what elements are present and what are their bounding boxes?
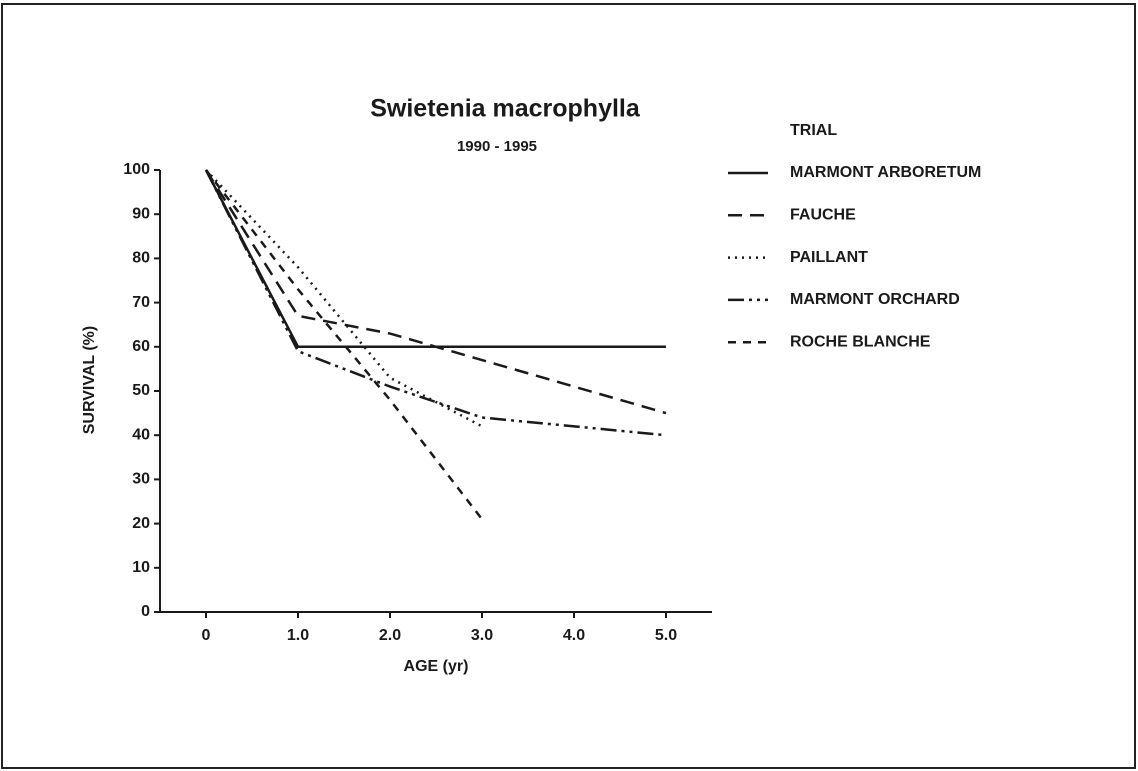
legend-label: FAUCHE (790, 207, 856, 224)
y-axis-label: SURVIVAL (%) (81, 326, 98, 434)
legend-title: TRIAL (790, 122, 837, 139)
y-tick-label: 20 (132, 515, 150, 532)
x-tick-label: 4.0 (563, 627, 585, 644)
chart-title: Swietenia macrophylla (370, 95, 641, 123)
x-axis-label: AGE (yr) (404, 658, 469, 675)
x-tick-label: 2.0 (379, 627, 401, 644)
y-tick-label: 30 (132, 471, 150, 488)
series-line (205, 169, 483, 520)
y-tick-label: 0 (141, 603, 150, 620)
series-line (204, 169, 667, 437)
y-tick-label: 10 (132, 559, 150, 576)
x-tick-label: 1.0 (287, 627, 309, 644)
y-tick-label: 70 (132, 294, 150, 311)
x-tick-label: 5.0 (655, 627, 677, 644)
legend-label: MARMONT ARBORETUM (790, 164, 981, 181)
series-line (205, 169, 483, 428)
chart-subtitle: 1990 - 1995 (457, 138, 537, 155)
legend-label: ROCHE BLANCHE (790, 333, 931, 350)
y-tick-label: 90 (132, 205, 150, 222)
legend-label: PAILLANT (790, 249, 868, 266)
x-tick-label: 0 (202, 627, 211, 644)
series-line (204, 169, 667, 415)
x-tick-label: 3.0 (471, 627, 493, 644)
y-tick-label: 80 (132, 250, 150, 267)
y-tick-label: 40 (132, 426, 150, 443)
y-tick-label: 60 (132, 338, 150, 355)
legend-label: MARMONT ORCHARD (790, 291, 960, 308)
y-tick-label: 50 (132, 382, 150, 399)
y-tick-label: 100 (123, 161, 150, 178)
